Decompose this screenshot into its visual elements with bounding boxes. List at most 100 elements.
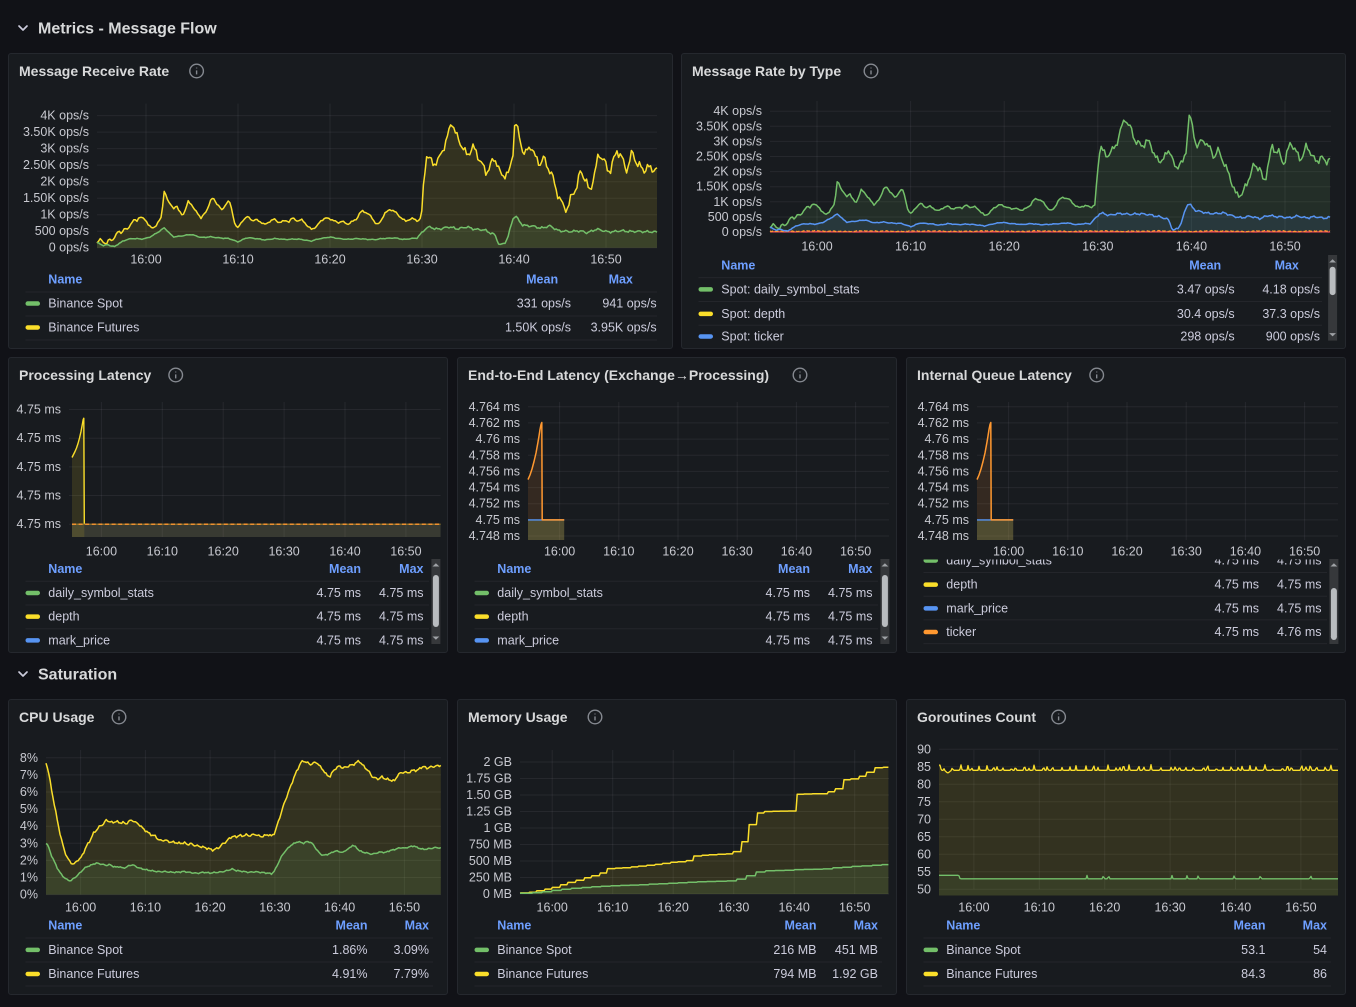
svg-text:Metrics - Message Flow: Metrics - Message Flow	[38, 21, 217, 38]
svg-text:3.47 ops/s: 3.47 ops/s	[1177, 282, 1235, 296]
svg-text:16:20: 16:20	[1111, 545, 1142, 559]
svg-text:16:00: 16:00	[993, 545, 1024, 559]
svg-text:16:30: 16:30	[1154, 901, 1185, 915]
svg-text:54: 54	[1313, 943, 1327, 957]
svg-text:1.92 GB: 1.92 GB	[832, 967, 878, 981]
svg-text:0 ops/s: 0 ops/s	[722, 225, 762, 239]
svg-text:Binance Futures: Binance Futures	[946, 967, 1037, 981]
svg-text:4.758 ms: 4.758 ms	[918, 448, 969, 462]
svg-text:Internal Queue Latency: Internal Queue Latency	[917, 367, 1072, 383]
svg-text:4.748 ms: 4.748 ms	[469, 529, 520, 543]
svg-text:16:00: 16:00	[537, 901, 568, 915]
svg-text:16:00: 16:00	[65, 901, 96, 915]
svg-text:2.50K ops/s: 2.50K ops/s	[23, 158, 89, 172]
svg-text:794 MB: 794 MB	[773, 967, 816, 981]
svg-text:16:50: 16:50	[1269, 240, 1300, 254]
svg-text:Max: Max	[405, 918, 429, 932]
svg-text:Max: Max	[1275, 259, 1299, 273]
svg-text:Processing Latency: Processing Latency	[19, 367, 151, 383]
svg-text:941 ops/s: 941 ops/s	[602, 297, 656, 311]
svg-text:4.75 ms: 4.75 ms	[17, 403, 61, 417]
svg-text:16:40: 16:40	[1230, 545, 1261, 559]
svg-text:1%: 1%	[20, 871, 38, 885]
svg-text:16:50: 16:50	[840, 545, 871, 559]
svg-text:3.50K ops/s: 3.50K ops/s	[696, 119, 762, 133]
svg-text:4.752 ms: 4.752 ms	[918, 497, 969, 511]
svg-text:4.75 ms: 4.75 ms	[17, 517, 61, 531]
svg-text:16:20: 16:20	[989, 240, 1020, 254]
svg-text:16:00: 16:00	[544, 545, 575, 559]
svg-text:30.4 ops/s: 30.4 ops/s	[1177, 307, 1235, 321]
svg-text:daily_symbol_stats: daily_symbol_stats	[497, 586, 603, 600]
svg-text:Name: Name	[48, 562, 82, 576]
svg-text:86: 86	[1313, 967, 1327, 981]
svg-text:4.75 ms: 4.75 ms	[476, 513, 520, 527]
svg-text:Name: Name	[497, 562, 531, 576]
svg-text:Binance Spot: Binance Spot	[497, 943, 572, 957]
svg-text:Name: Name	[721, 259, 755, 273]
svg-text:16:30: 16:30	[722, 545, 753, 559]
svg-text:4.75 ms: 4.75 ms	[1277, 578, 1321, 592]
svg-text:4.75 ms: 4.75 ms	[1215, 625, 1259, 639]
svg-text:Name: Name	[48, 918, 82, 932]
svg-text:4.75 ms: 4.75 ms	[17, 460, 61, 474]
svg-text:16:50: 16:50	[390, 545, 421, 559]
svg-text:8%: 8%	[20, 751, 38, 765]
svg-text:7.79%: 7.79%	[394, 967, 429, 981]
svg-text:16:50: 16:50	[1289, 545, 1320, 559]
svg-text:Mean: Mean	[336, 918, 368, 932]
svg-text:4.756 ms: 4.756 ms	[469, 464, 520, 478]
svg-text:16:10: 16:10	[1052, 545, 1083, 559]
svg-text:4.75 ms: 4.75 ms	[828, 586, 872, 600]
svg-text:mark_price: mark_price	[946, 601, 1008, 615]
svg-text:16:30: 16:30	[718, 901, 749, 915]
svg-text:4.76 ms: 4.76 ms	[925, 432, 969, 446]
svg-text:depth: depth	[946, 578, 977, 592]
svg-text:16:50: 16:50	[590, 253, 621, 267]
svg-text:4.75 ms: 4.75 ms	[1215, 553, 1259, 567]
svg-text:Message Rate by Type: Message Rate by Type	[692, 63, 841, 79]
svg-text:4.756 ms: 4.756 ms	[918, 464, 969, 478]
svg-text:16:00: 16:00	[86, 545, 117, 559]
svg-text:16:20: 16:20	[194, 901, 225, 915]
svg-text:4.752 ms: 4.752 ms	[469, 497, 520, 511]
svg-text:16:50: 16:50	[839, 901, 870, 915]
svg-text:mark_price: mark_price	[48, 633, 110, 647]
svg-text:90: 90	[917, 742, 931, 756]
svg-text:4.18 ops/s: 4.18 ops/s	[1262, 282, 1320, 296]
svg-text:16:40: 16:40	[781, 545, 812, 559]
svg-text:16:20: 16:20	[658, 901, 689, 915]
svg-text:16:00: 16:00	[130, 253, 161, 267]
svg-text:16:10: 16:10	[895, 240, 926, 254]
svg-text:Binance Futures: Binance Futures	[48, 967, 139, 981]
svg-text:37.3 ops/s: 37.3 ops/s	[1262, 307, 1320, 321]
svg-text:55: 55	[917, 865, 931, 879]
svg-text:2 GB: 2 GB	[484, 755, 513, 769]
svg-text:4.764 ms: 4.764 ms	[918, 400, 969, 414]
svg-text:4.754 ms: 4.754 ms	[918, 481, 969, 495]
svg-text:4.75 ms: 4.75 ms	[317, 586, 361, 600]
svg-text:216 MB: 216 MB	[773, 943, 816, 957]
svg-text:70: 70	[917, 812, 931, 826]
svg-text:4.75 ms: 4.75 ms	[766, 610, 810, 624]
svg-text:Binance Spot: Binance Spot	[946, 943, 1021, 957]
svg-text:Spot: ticker: Spot: ticker	[721, 329, 784, 343]
svg-text:Max: Max	[609, 272, 633, 286]
svg-text:4.75 ms: 4.75 ms	[17, 431, 61, 445]
svg-text:4.75 ms: 4.75 ms	[379, 633, 423, 647]
svg-text:4.75 ms: 4.75 ms	[379, 586, 423, 600]
svg-text:4.76 ms: 4.76 ms	[1277, 625, 1321, 639]
svg-text:16:10: 16:10	[130, 901, 161, 915]
svg-text:4.75 ms: 4.75 ms	[828, 610, 872, 624]
svg-text:4.764 ms: 4.764 ms	[469, 400, 520, 414]
svg-text:80: 80	[917, 777, 931, 791]
svg-text:16:50: 16:50	[1285, 901, 1316, 915]
svg-text:Mean: Mean	[778, 562, 810, 576]
svg-text:50: 50	[917, 882, 931, 896]
svg-text:Spot: daily_symbol_stats: Spot: daily_symbol_stats	[721, 282, 859, 296]
svg-text:16:20: 16:20	[208, 545, 239, 559]
svg-text:4K ops/s: 4K ops/s	[40, 109, 89, 123]
svg-text:Name: Name	[48, 272, 82, 286]
svg-text:60: 60	[917, 847, 931, 861]
svg-text:4K ops/s: 4K ops/s	[713, 104, 762, 118]
